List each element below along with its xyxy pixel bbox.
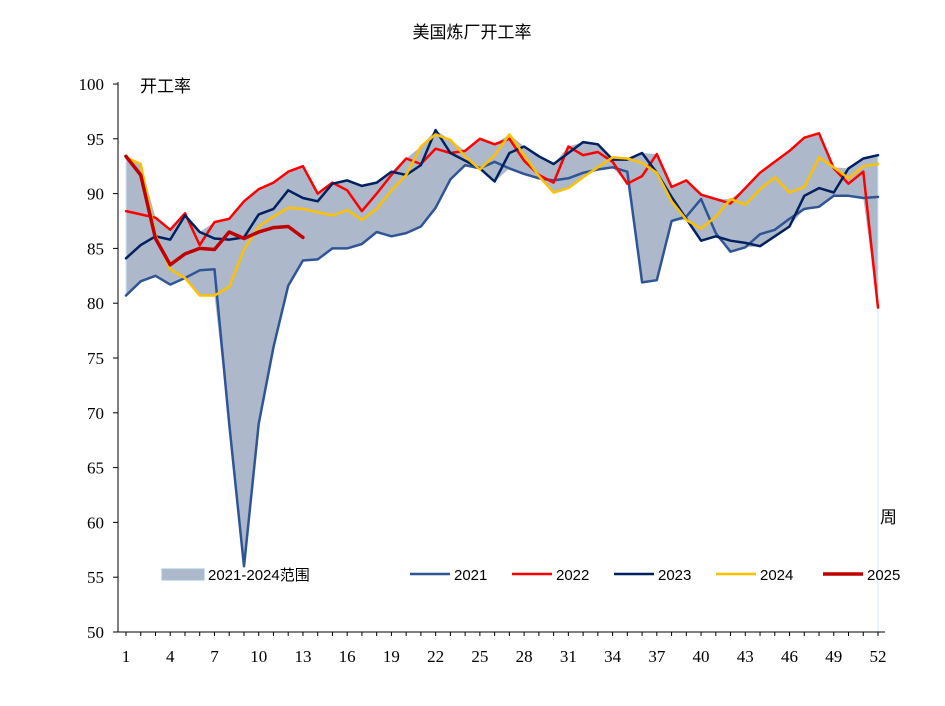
x-tick-label: 49 [825,647,842,666]
x-tick-label: 22 [427,647,444,666]
x-tick-label: 28 [516,647,533,666]
x-tick-label: 37 [648,647,666,666]
y-tick-label: 90 [87,185,104,204]
x-tick-label: 43 [737,647,754,666]
legend-label-2025: 2025 [867,567,900,584]
y-tick-label: 50 [87,623,104,642]
series-layer [124,128,880,568]
x-tick-label: 31 [560,647,577,666]
y-tick-label: 95 [87,130,104,149]
y-tick-label: 60 [87,513,104,532]
x-tick-label: 16 [339,647,356,666]
x-axis-label: 周 [880,508,897,528]
y-tick-label: 75 [87,349,104,368]
x-tick-label: 46 [781,647,798,666]
series-line-2025 [124,154,305,267]
x-tick-label: 13 [294,647,311,666]
legend-label-2022: 2022 [556,567,589,584]
series-line-2024 [124,133,880,297]
legend-label-2023: 2023 [658,567,691,584]
x-tick-label: 7 [210,647,219,666]
legend: 2021-2024范围 2021 2022 2023 2024 2025 [161,567,900,584]
x-tick-label: 52 [870,647,887,666]
range-band-area [126,130,878,567]
x-tick-label: 25 [471,647,488,666]
chart-title: 美国炼厂开工率 [413,23,532,43]
y-tick-label: 85 [87,239,104,258]
x-tick-label: 19 [383,647,400,666]
y-axis-label: 开工率 [140,77,191,97]
x-tick-label: 10 [250,647,267,666]
y-tick-label: 65 [87,459,104,478]
x-tick-label: 4 [166,647,175,666]
y-tick-label: 80 [87,294,104,313]
y-tick-label: 55 [87,568,104,587]
legend-label-range-band: 2021-2024范围 [208,567,310,584]
legend-swatch-range-band [161,568,205,581]
y-tick-label: 70 [87,404,104,423]
range-band-layer [125,130,879,632]
x-tick-label: 34 [604,647,622,666]
axes: 50 55 60 65 70 75 80 85 90 95 100 1 4 7 10 13 16 19 22 25 28… [79,75,887,666]
legend-label-2021: 2021 [454,567,487,584]
x-tick-label: 1 [122,647,131,666]
legend-label-2024: 2024 [760,567,793,584]
y-tick-label: 100 [79,75,105,94]
series-line-2022 [124,132,880,309]
series-line-2023 [124,128,880,260]
x-tick-label: 40 [693,647,710,666]
